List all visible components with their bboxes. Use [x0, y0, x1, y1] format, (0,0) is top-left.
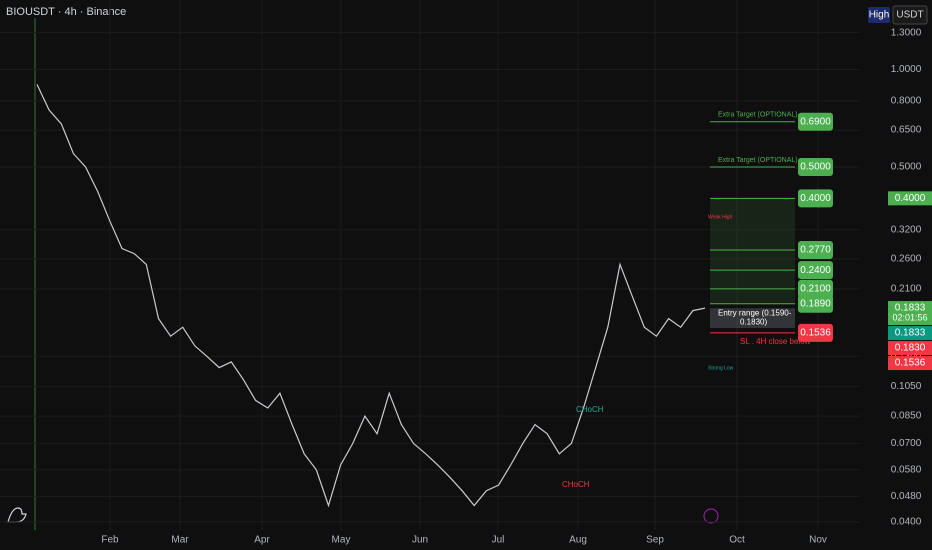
- price-label: 0.1833: [895, 303, 926, 314]
- x-tick-label: Oct: [729, 535, 745, 546]
- target-label: 0.2100: [800, 284, 831, 295]
- y-tick-label: 0.0480: [891, 491, 922, 502]
- target-label: 0.1890: [800, 298, 831, 309]
- entry-text: 0.1830): [740, 317, 767, 326]
- stop-label: 0.1536: [800, 328, 831, 339]
- y-tick-label: 0.0580: [891, 464, 922, 475]
- target-box: [798, 112, 833, 131]
- target-text: Extra Target (OPTIONAL): [718, 112, 798, 119]
- price-label-timer: 02:01:56: [892, 312, 927, 322]
- y-tick-label: 1.0000: [891, 64, 922, 75]
- x-tick-label: Sep: [646, 535, 664, 546]
- target-label: 0.4000: [800, 193, 831, 204]
- badge-currency[interactable]: [892, 5, 928, 25]
- y-tick-label: 0.1050: [891, 381, 922, 392]
- annotation: CHoCH: [576, 405, 604, 414]
- y-tick-label: 0.5000: [891, 162, 922, 173]
- price-label-box: [888, 341, 932, 356]
- y-tick-label: 0.0700: [891, 438, 922, 449]
- x-tick-label: Mar: [171, 535, 189, 546]
- target-text: Extra Target (OPTIONAL): [718, 157, 798, 164]
- badge-currency-text[interactable]: USDT: [896, 10, 923, 21]
- annotation: Weak High: [708, 214, 733, 220]
- y-tick-label: 0.0400: [891, 517, 922, 528]
- badge-high-text[interactable]: High: [869, 10, 890, 21]
- annotation: Strong Low: [708, 365, 734, 371]
- x-tick-label: Feb: [101, 535, 119, 546]
- badge-high[interactable]: [868, 7, 890, 23]
- entry-text: Entry range (0.1590-: [718, 308, 792, 317]
- chart-title: BIOUSDT · 4h · Binance: [6, 6, 126, 18]
- y-tick-label: 0.3200: [891, 224, 922, 235]
- logo: [7, 507, 27, 523]
- y-tick-label: 0.2100: [891, 284, 922, 295]
- price-label: 0.1536: [895, 358, 926, 369]
- target-box: [798, 261, 833, 280]
- event-icon[interactable]: [703, 508, 719, 524]
- target-zone: [710, 198, 795, 304]
- x-tick-label: Apr: [254, 535, 270, 546]
- price-label-box: [888, 356, 932, 371]
- price-label-box: [888, 326, 932, 341]
- y-tick-label: 0.8000: [891, 96, 922, 107]
- y-tick-label: 0.0850: [891, 411, 922, 422]
- price-label-box: [888, 191, 932, 206]
- y-tick-label: 0.2600: [891, 254, 922, 265]
- price-label-box: [888, 301, 932, 326]
- annotation: CHoCH: [562, 480, 590, 489]
- target-label: 0.5000: [800, 162, 831, 173]
- price-label: 0.1833: [895, 328, 926, 339]
- stop-text: SL . 4H close below: [740, 337, 811, 346]
- target-box: [798, 157, 833, 176]
- target-label: 0.6900: [800, 116, 831, 127]
- target-label: 0.2770: [800, 245, 831, 256]
- price-label: 0.4000: [895, 193, 926, 204]
- target-box: [798, 294, 833, 313]
- x-tick-label: May: [332, 535, 351, 546]
- stop-box: [798, 323, 833, 342]
- y-tick-label: 1.3000: [891, 27, 922, 38]
- x-tick-label: Nov: [809, 535, 827, 546]
- target-box: [798, 279, 833, 298]
- entry-zone: [710, 308, 795, 329]
- target-box: [798, 241, 833, 260]
- price-line: [36, 84, 706, 508]
- x-tick-label: Jun: [412, 535, 428, 546]
- x-tick-label: Aug: [569, 535, 587, 546]
- target-label: 0.2400: [800, 265, 831, 276]
- target-box: [798, 189, 833, 208]
- x-tick-label: Jul: [492, 535, 505, 546]
- price-label: 0.1830: [895, 343, 926, 354]
- y-tick-label: 0.6500: [891, 125, 922, 136]
